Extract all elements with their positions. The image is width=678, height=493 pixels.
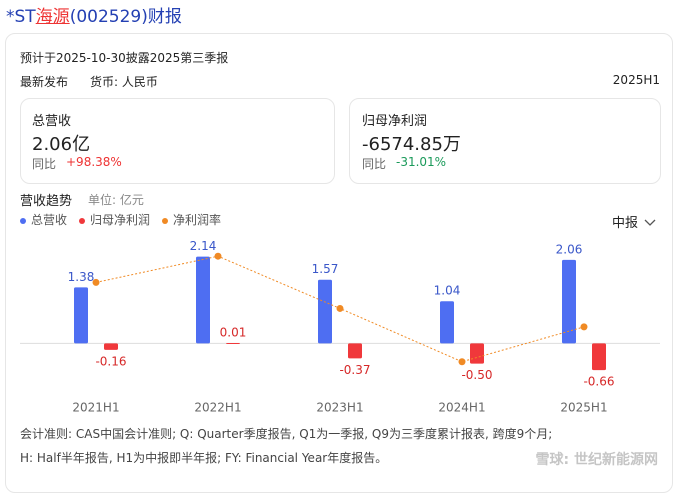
selector-text: 中报 [612,216,639,231]
notice: 预计于2025-10-30披露2025第三季报 [20,51,229,65]
release: 最新发布 [20,75,69,89]
legend-label: 总营收 [31,213,68,227]
metric-card [349,98,661,184]
yoy-label: 同比 [362,157,387,171]
legend: 总营收 归母净利润 净利润率 [20,211,233,228]
legend-item[interactable]: 归母净利润 [79,213,150,227]
chart-unit: 单位: 亿元 [88,193,144,207]
legend-item[interactable]: 净利润率 [162,213,221,227]
title-part: (002529)财报 [69,7,182,27]
title-highlight: 海源 [35,7,70,27]
yoy-value: +98.38% [66,155,122,169]
currency: 货币: 人民币 [90,75,158,89]
legend-label: 归母净利润 [90,213,151,227]
period: 2025H1 [612,73,660,87]
legend-dot [79,217,86,224]
legend-label: 净利润率 [173,213,222,227]
legend-dot [20,217,26,224]
metric-value: -6574.85万 [362,134,461,155]
chart-title: 营收趋势 [20,194,73,209]
footnote: 会计准则: CAS中国会计准则; Q: Quarter季度报告, Q1为一季报,… [20,427,553,441]
metric-card [20,98,335,184]
page-title[interactable]: *ST海源(002529)财报 [6,2,182,27]
legend-item[interactable]: 总营收 [20,213,67,227]
period-selector[interactable]: 中报 [612,212,656,231]
metric-label: 总营收 [32,114,72,129]
page: *ST海源(002529)财报 预计于2025-10-30披露2025第三季报 … [5,2,673,493]
footnote: H: Half半年报告, H1为中报即半年报; FY: Financial Ye… [20,451,388,465]
watermark: 雪球: 世纪新能源网 [535,452,658,468]
legend-dot [162,217,169,224]
yoy-value: -31.01% [396,155,447,169]
metric-value: 2.06亿 [32,134,91,155]
chevron [644,219,656,226]
title-part: *ST [6,7,36,27]
yoy-label: 同比 [32,157,57,171]
metric-label: 归母净利润 [362,114,428,129]
